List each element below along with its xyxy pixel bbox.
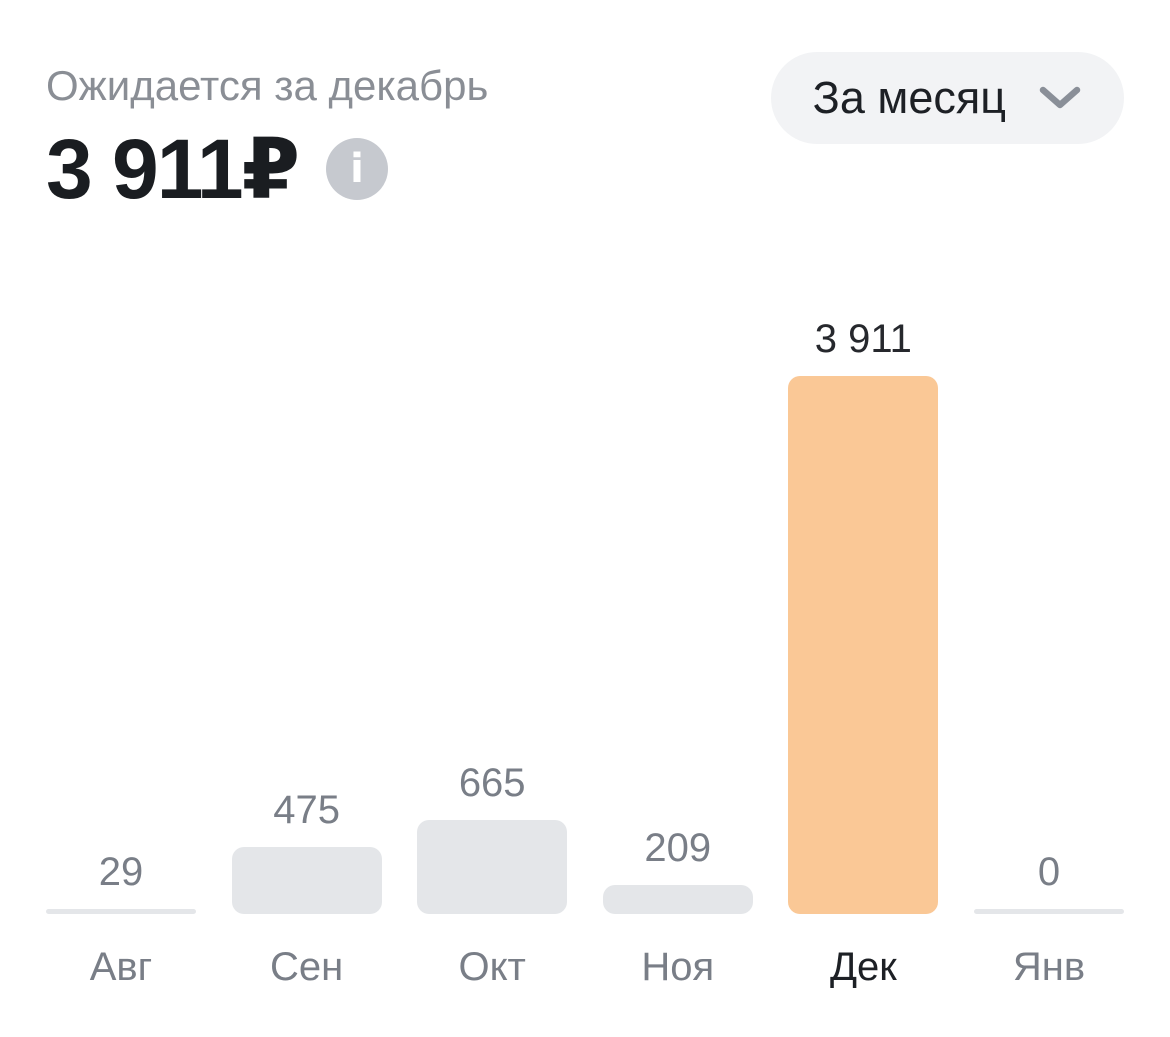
widget-header: Ожидается за декабрь 3 911₽ i За месяц [46,52,1124,216]
amount-row: 3 911₽ i [46,122,488,216]
bar-value-label-oct: 665 [458,761,526,806]
bar-jan[interactable] [973,909,1124,915]
month-label-sep: Сен [269,945,344,990]
chart-column-aug[interactable]: 29 Авг [46,316,196,990]
bar-oct[interactable] [417,820,568,915]
bar-aug[interactable] [46,909,196,915]
expected-period-subtitle: Ожидается за декабрь [46,62,489,109]
bar-sep[interactable] [231,847,382,915]
chart-column-sep[interactable]: 475 Сен [231,316,382,990]
info-icon[interactable]: i [326,138,389,201]
chart-columns: 29 Авг 475 Сен 665 Окт [46,316,1124,990]
bar-value-label-aug: 29 [98,850,144,895]
bar-nov[interactable] [602,885,753,915]
bar-value-label-dec: 3 911 [814,317,912,362]
bar-area: 665 [417,316,568,915]
bar-area: 29 [46,316,196,915]
month-label-nov: Ноя [641,945,715,990]
bar-area: 209 [602,316,753,915]
month-label-oct: Окт [458,945,526,990]
monthly-earnings-bar-chart: 29 Авг 475 Сен 665 Окт [46,316,1124,990]
bar-value-label-sep: 475 [273,788,340,833]
month-label-dec: Дек [829,945,897,990]
chevron-down-icon [1039,86,1081,109]
chart-column-dec[interactable]: 3 911 Дек [788,316,939,990]
bar-value-label-nov: 209 [644,826,712,871]
chart-column-oct[interactable]: 665 Окт [417,316,568,990]
month-label-aug: Авг [89,945,153,990]
bar-value-label-jan: 0 [1037,850,1061,895]
chart-column-jan[interactable]: 0 Янв [973,316,1124,990]
bar-area: 3 911 [788,316,939,915]
bar-area: 475 [231,316,382,915]
bar-area: 0 [973,316,1124,915]
period-selector-button[interactable]: За месяц [770,52,1124,144]
header-left: Ожидается за декабрь 3 911₽ i [46,52,488,216]
period-selector-label: За месяц [812,72,1006,123]
month-label-jan: Янв [1012,945,1086,990]
expected-amount: 3 911₽ [46,122,300,217]
bar-dec[interactable] [788,376,939,915]
chart-column-nov[interactable]: 209 Ноя [602,316,753,990]
